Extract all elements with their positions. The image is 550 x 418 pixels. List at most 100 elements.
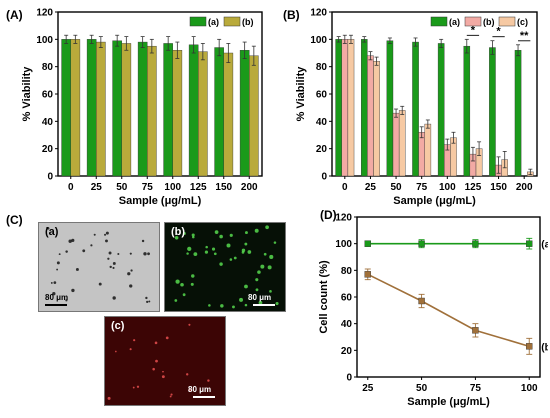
micrograph-b-cell — [220, 304, 224, 308]
chart-b-significance-mark: * — [496, 26, 501, 38]
chart-a-legend-swatch — [223, 16, 241, 27]
micrograph-c-cell — [169, 395, 172, 398]
micrograph-b-scale-label: 80 μm — [248, 293, 272, 302]
chart-b-bar — [398, 110, 406, 177]
chart-b-ytick-label: 0 — [321, 172, 327, 183]
chart-a-bar — [163, 43, 173, 177]
chart-b-bar — [437, 43, 445, 177]
micrograph-b-cell — [269, 254, 274, 259]
micrograph-a-cell — [141, 239, 145, 243]
panel-label-a: (A) — [6, 8, 23, 22]
chart-d-ylabel: Cell count (%) — [318, 260, 330, 334]
micrograph-b-cell — [205, 245, 208, 249]
chart-a-xtick-label: 125 — [190, 182, 207, 193]
chart-a-bar — [86, 39, 97, 177]
micrograph-b-cell — [214, 230, 219, 234]
chart-b-bar — [386, 40, 394, 177]
micrograph-c-cell — [188, 323, 191, 326]
micrograph-c-cell — [154, 341, 158, 345]
chart-d-xtick-label: 50 — [416, 383, 428, 394]
micrograph-a-cell — [93, 233, 96, 236]
chart-d-data-point — [526, 240, 533, 247]
micrograph-a-cell — [50, 281, 53, 284]
micrograph-a-cell — [112, 266, 115, 270]
chart-d-series-line — [367, 273, 530, 348]
micrograph-a-cell — [145, 296, 148, 300]
micrograph-b-cell — [219, 234, 223, 239]
micrograph-c-cell — [129, 348, 132, 351]
chart-d-ytick-label: 120 — [335, 213, 352, 224]
chart-a-ytick-label: 40 — [42, 117, 54, 128]
micrograph-b-cell — [269, 290, 272, 293]
micrograph-c-cells — [105, 317, 225, 405]
micrograph-b-cell — [267, 265, 272, 270]
chart-a-bar — [70, 39, 81, 177]
micrograph-c-cell — [188, 389, 191, 392]
micrograph-c-cell — [133, 339, 136, 342]
chart-b-ytick-label: 120 — [310, 8, 327, 19]
micrograph-b-cell — [255, 278, 259, 282]
micrograph-c: (c) 80 μm — [104, 316, 226, 406]
chart-b: 0 20 40 60 80 100 120 0 25 50 75 100 125 150 200 Sample… — [295, 8, 538, 207]
micrograph-a-cell — [71, 288, 75, 293]
micrograph-b-cell — [208, 304, 211, 307]
chart-d-ytick-label: 40 — [341, 319, 353, 330]
micrograph-a-cell — [65, 299, 68, 302]
chart-a-legend-label: (a) — [208, 17, 219, 27]
chart-a-xtick-label: 25 — [91, 182, 103, 193]
chart-b-xlabel: Sample (μg/mL) — [393, 195, 476, 207]
micrograph-b-scale-bar — [253, 304, 275, 306]
chart-b-xtick-label: 75 — [416, 182, 428, 193]
micrograph-a-cell — [52, 292, 56, 296]
chart-b-legend-label: (c) — [517, 17, 528, 27]
micrograph-a-cell — [107, 257, 110, 260]
micrograph-a-cell — [130, 269, 133, 272]
micrograph-a-cell — [117, 252, 120, 256]
chart-a-bar — [96, 41, 106, 177]
micrograph-b-cell — [273, 241, 277, 244]
micrograph-b-cell — [244, 284, 248, 289]
chart-a-bar — [112, 40, 122, 177]
chart-a-ylabel: % Viability — [21, 66, 33, 122]
chart-d-xlabel: Sample (μg/mL) — [407, 396, 490, 408]
micrograph-a-scale-label: 80 μm — [45, 293, 69, 302]
micrograph-c-cell — [155, 359, 158, 363]
micrograph-b-cell — [186, 252, 189, 255]
micrograph-b-cell — [204, 250, 209, 254]
chart-d-data-point — [364, 240, 371, 247]
chart-b-legend-swatch — [498, 16, 516, 27]
chart-b-ytick-label: 60 — [316, 90, 328, 101]
micrograph-b-cell — [233, 256, 237, 260]
micrograph-b-cell — [174, 299, 178, 302]
micrograph-b-cell — [192, 235, 195, 239]
chart-a: 0 20 40 60 80 100 120 0 25 50 75 100 125 150 200 Sample… — [21, 8, 263, 207]
micrograph-a-cell — [68, 239, 72, 243]
micrograph-b-cell — [244, 303, 248, 307]
micrograph-a-cell — [147, 252, 150, 256]
micrograph-a-cell — [56, 268, 59, 271]
micrograph-a-cell — [129, 284, 133, 288]
micrograph-a-cell — [146, 300, 149, 304]
chart-d-data-point — [418, 297, 425, 305]
micrograph-c-cell — [162, 370, 164, 373]
micrograph-a-cell — [53, 281, 57, 284]
chart-b-significance-mark: * — [471, 24, 476, 36]
chart-a-xtick-label: 150 — [215, 182, 232, 193]
chart-b-bar — [412, 41, 419, 177]
chart-a-legend-label: (b) — [242, 17, 254, 27]
chart-b-bar — [335, 39, 342, 177]
micrograph-b-cell — [193, 252, 198, 257]
micrograph-b-label: (b) — [171, 226, 186, 238]
chart-b-xtick-label: 25 — [365, 182, 377, 193]
micrograph-c-cell — [207, 379, 210, 382]
chart-b-significance-mark: ** — [520, 30, 529, 42]
chart-b-xtick-label: 200 — [516, 182, 533, 193]
chart-d-data-point — [526, 343, 533, 350]
micrograph-b-cell — [219, 262, 223, 266]
micrograph-b-cell — [244, 231, 248, 235]
micrograph-a-cell — [127, 272, 131, 276]
micrograph-b-cell — [226, 243, 231, 248]
micrograph-b-cell — [263, 252, 267, 256]
micrograph-a-cell — [109, 265, 112, 269]
chart-d-ytick-label: 60 — [341, 293, 353, 304]
